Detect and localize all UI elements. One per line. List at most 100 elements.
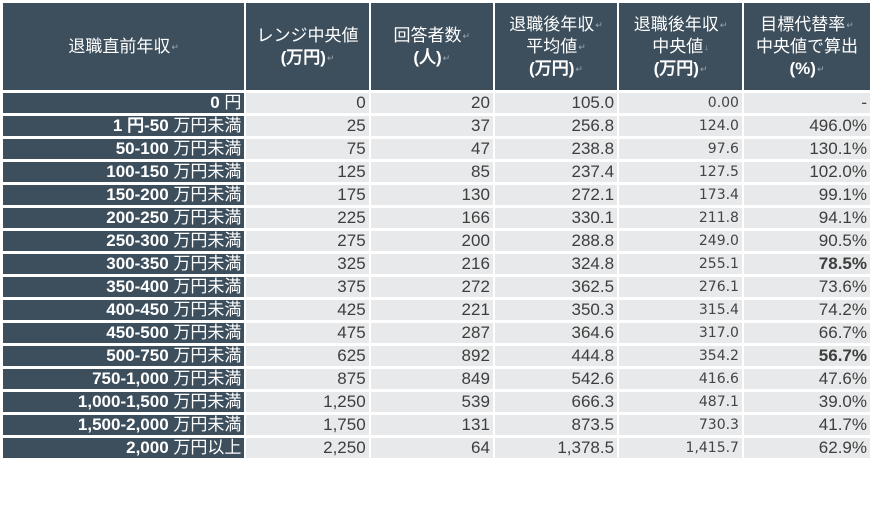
range-value: 50-100 (115, 139, 169, 158)
header-line: 目標代替率 (760, 14, 846, 34)
range-unit: 円 (219, 93, 242, 112)
post-income-median-cell: 317.0 (619, 323, 742, 343)
range-value: 250-300 (106, 231, 169, 250)
header-line: 中央値 (652, 36, 704, 56)
range-value: 1,500-2,000 (77, 415, 169, 434)
header-line: レンジ中央値 (256, 25, 359, 45)
range-midpoint-cell: 1,250 (246, 392, 369, 412)
income-range-cell: 150-200 万円未満 (3, 185, 245, 205)
respondent-count-cell: 849 (370, 369, 493, 389)
respondent-count-cell: 20 (370, 93, 493, 113)
range-value: 450-500 (106, 323, 169, 342)
range-midpoint-cell: 25 (246, 116, 369, 136)
table-row: 1,500-2,000 万円未満 1,750 131 873.5 730.3 41.7% (3, 415, 870, 435)
post-income-mean-cell: 330.1 (494, 208, 618, 228)
replacement-rate-cell: 66.7% (743, 323, 870, 343)
respondent-count-cell: 200 (370, 231, 493, 251)
table-row: 400-450 万円未満 425 221 350.3 315.4 74.2% (3, 300, 870, 320)
header-post-income-mean: 退職後年収↵ 平均値↵ (万円)↵ (494, 3, 618, 90)
table-row: 150-200 万円未満 175 130 272.1 173.4 99.1% (3, 185, 870, 205)
post-income-mean-cell: 105.0 (494, 93, 618, 113)
range-midpoint-cell: 75 (246, 139, 369, 159)
respondent-count-cell: 37 (370, 116, 493, 136)
post-income-median-cell: 276.1 (619, 277, 742, 297)
return-mark-icon: ↵ (719, 19, 728, 30)
range-unit: 万円未満 (168, 300, 242, 319)
respondent-count-cell: 892 (370, 346, 493, 366)
income-range-cell: 450-500 万円未満 (3, 323, 245, 343)
return-mark-icon: ↵ (171, 41, 179, 52)
post-income-median-cell: 730.3 (619, 415, 742, 435)
income-range-cell: 200-250 万円未満 (3, 208, 245, 228)
table-row: 450-500 万円未満 475 287 364.6 317.0 66.7% (3, 323, 870, 343)
table-row: 350-400 万円未満 375 272 362.5 276.1 73.6% (3, 277, 870, 297)
post-income-median-cell: 211.8 (619, 208, 742, 228)
range-unit: 万円未満 (168, 415, 242, 434)
replacement-rate-cell: 74.2% (743, 300, 870, 320)
return-mark-icon: ↵ (846, 19, 854, 30)
post-income-mean-cell: 362.5 (494, 277, 618, 297)
range-value: 150-200 (106, 185, 169, 204)
post-income-mean-cell: 666.3 (494, 392, 618, 412)
range-midpoint-cell: 875 (246, 369, 369, 389)
table-row: 100-150 万円未満 125 85 237.4 127.5 102.0% (3, 162, 870, 182)
range-unit: 万円未満 (168, 185, 242, 204)
income-range-cell: 50-100 万円未満 (3, 139, 245, 159)
respondent-count-cell: 272 (370, 277, 493, 297)
range-unit: 万円未満 (168, 277, 242, 296)
range-value: 750-1,000 (92, 369, 169, 388)
post-income-mean-cell: 324.8 (494, 254, 618, 274)
table-row: 750-1,000 万円未満 875 849 542.6 416.6 47.6% (3, 369, 870, 389)
header-unit: (万円) (653, 58, 699, 78)
header-unit: (万円) (280, 47, 326, 67)
post-income-mean-cell: 873.5 (494, 415, 618, 435)
return-mark-icon: ↵ (595, 19, 603, 30)
replacement-rate-cell: 102.0% (743, 162, 870, 182)
range-unit: 万円未満 (168, 323, 242, 342)
table-row: 0 円 0 20 105.0 0.00- (3, 93, 870, 113)
range-unit: 万円未満 (168, 162, 242, 181)
post-income-median-cell: 124.0 (619, 116, 742, 136)
replacement-rate-cell: 94.1% (743, 208, 870, 228)
respondent-count-cell: 64 (370, 438, 493, 458)
header-line: 中央値で算出 (755, 36, 858, 56)
income-range-cell: 350-400 万円未満 (3, 277, 245, 297)
range-midpoint-cell: 2,250 (246, 438, 369, 458)
replacement-rate-cell: 47.6% (743, 369, 870, 389)
post-income-median-cell: 249.0 (619, 231, 742, 251)
range-value: 400-450 (106, 300, 169, 319)
range-value: 200-250 (106, 208, 169, 227)
range-value: 300-350 (106, 254, 169, 273)
respondent-count-cell: 216 (370, 254, 493, 274)
range-value: 100-150 (106, 162, 169, 181)
range-midpoint-cell: 175 (246, 185, 369, 205)
post-income-median-cell: 487.1 (619, 392, 742, 412)
table-row: 500-750 万円未満 625 892 444.8 354.2 56.7% (3, 346, 870, 366)
range-unit: 万円未満 (168, 139, 242, 158)
return-mark-icon: ↵ (462, 30, 471, 41)
income-range-cell: 1,000-1,500 万円未満 (3, 392, 245, 412)
range-value: 1 円-50 (112, 116, 169, 135)
range-unit: 万円未満 (168, 208, 242, 227)
income-range-cell: 2,000 万円以上 (3, 438, 245, 458)
return-mark-icon: ↵ (326, 52, 335, 63)
range-midpoint-cell: 275 (246, 231, 369, 251)
post-income-median-cell: 416.6 (619, 369, 742, 389)
post-income-median-cell: 1,415.7 (619, 438, 742, 458)
income-range-cell: 250-300 万円未満 (3, 231, 245, 251)
table-row: 200-250 万円未満 225 166 330.1 211.8 94.1% (3, 208, 870, 228)
retirement-income-table: 退職直前年収↵ レンジ中央値 (万円)↵ 回答者数↵ (人)↵ 退職後年収↵ 平… (1, 0, 870, 461)
header-line: 平均値 (526, 36, 578, 56)
post-income-median-cell: 97.6 (619, 139, 742, 159)
post-income-mean-cell: 288.8 (494, 231, 618, 251)
header-line: 退職直前年収 (68, 36, 171, 56)
respondent-count-cell: 287 (370, 323, 493, 343)
respondent-count-cell: 221 (370, 300, 493, 320)
respondent-count-cell: 539 (370, 392, 493, 412)
post-income-median-cell: 315.4 (619, 300, 742, 320)
range-unit: 万円以上 (168, 438, 242, 457)
table-row: 1 円-50 万円未満 25 37 256.8 124.0 496.0% (3, 116, 870, 136)
header-line: 退職後年収 (633, 14, 719, 34)
return-mark-icon: ↵ (575, 63, 583, 74)
header-target-replacement-rate: 目標代替率↵ 中央値で算出 (%)↵ (743, 3, 870, 90)
